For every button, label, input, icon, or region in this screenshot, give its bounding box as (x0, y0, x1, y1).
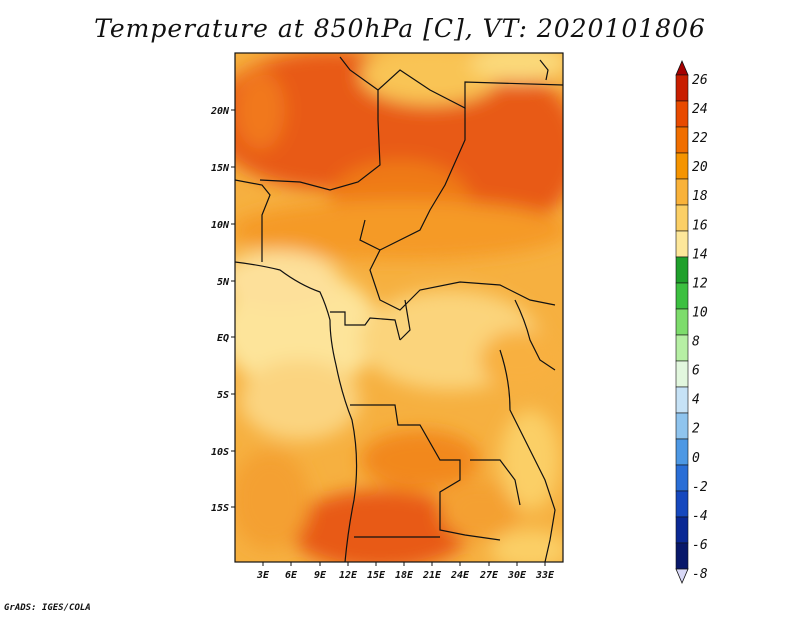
latitude-axis: 20N 15N 10N 5N EQ 5S 10S 15S (210, 106, 235, 514)
longitude-axis: 3E 6E 9E 12E 15E 18E 21E 24E 27E 30E 33E (256, 562, 555, 581)
colorbar-label: 12 (692, 276, 708, 291)
colorbar-label: -6 (692, 538, 708, 553)
colorbar-swatch (675, 490, 689, 518)
colorbar-swatch (675, 100, 689, 128)
colorbar-label: -4 (692, 509, 708, 524)
colorbar-label: 18 (692, 189, 708, 204)
grads-credit: GrADS: IGES/COLA (4, 603, 91, 613)
colorbar-swatch (675, 516, 689, 544)
colorbar-label: 14 (692, 247, 708, 262)
colorbar-swatch (675, 152, 689, 180)
lon-label: 6E (285, 570, 298, 581)
colorbar-swatch (675, 308, 689, 336)
colorbar-swatch (675, 412, 689, 440)
lon-label: 9E (314, 570, 327, 581)
lon-label: 12E (339, 570, 358, 581)
colorbar-label: 16 (692, 218, 708, 233)
lat-label: 5N (217, 277, 230, 288)
colorbar-label: -2 (692, 480, 708, 495)
lon-label: 33E (535, 570, 555, 581)
country-borders (235, 56, 563, 562)
lon-label: 24E (450, 570, 470, 581)
lon-label: 30E (507, 570, 527, 581)
colorbar-bottom-arrow (675, 568, 689, 585)
lon-label: 21E (422, 570, 442, 581)
colorbar-label: 2 (692, 422, 700, 437)
lat-label: 15N (211, 163, 230, 174)
colorbar-swatch (675, 126, 689, 154)
colorbar-label: 24 (692, 102, 708, 117)
lon-label: 18E (395, 570, 414, 581)
colorbar-swatch (675, 74, 689, 102)
colorbar-label: 4 (692, 393, 700, 408)
colorbar-label: 10 (692, 305, 708, 320)
colorbar-swatch (675, 438, 689, 466)
colorbar-swatch (675, 542, 689, 570)
colorbar-label: -8 (692, 567, 708, 582)
lat-label: 20N (210, 106, 230, 117)
colorbar-swatch (675, 334, 689, 362)
colorbar-label: 0 (692, 451, 700, 466)
colorbar-swatch (675, 360, 689, 388)
colorbar-swatch (675, 178, 689, 206)
colorbar-swatch (675, 256, 689, 284)
colorbar-label: 8 (692, 335, 700, 350)
lat-label: 5S (217, 390, 229, 401)
colorbar-label: 26 (692, 73, 708, 88)
lat-label: 10N (211, 220, 230, 231)
lat-label: 10S (211, 447, 229, 458)
colorbar-swatch (675, 204, 689, 232)
lon-label: 27E (479, 570, 499, 581)
lat-label: EQ (217, 333, 229, 344)
lon-label: 15E (367, 570, 386, 581)
temperature-field (235, 53, 563, 562)
colorbar-swatch (675, 464, 689, 492)
colorbar-swatch (675, 230, 689, 258)
lat-label: 15S (211, 503, 229, 514)
colorbar-label: 20 (692, 160, 708, 175)
colorbar-swatch (675, 386, 689, 414)
lon-label: 3E (256, 570, 270, 581)
colorbar-label: 22 (692, 131, 708, 146)
map-title: Temperature at 850hPa [C], VT: 202010180… (94, 14, 706, 43)
colorbar-top-arrow (675, 59, 689, 76)
map-frame (234, 52, 564, 563)
colorbar-swatch (675, 282, 689, 310)
colorbar-label: 6 (692, 364, 700, 379)
